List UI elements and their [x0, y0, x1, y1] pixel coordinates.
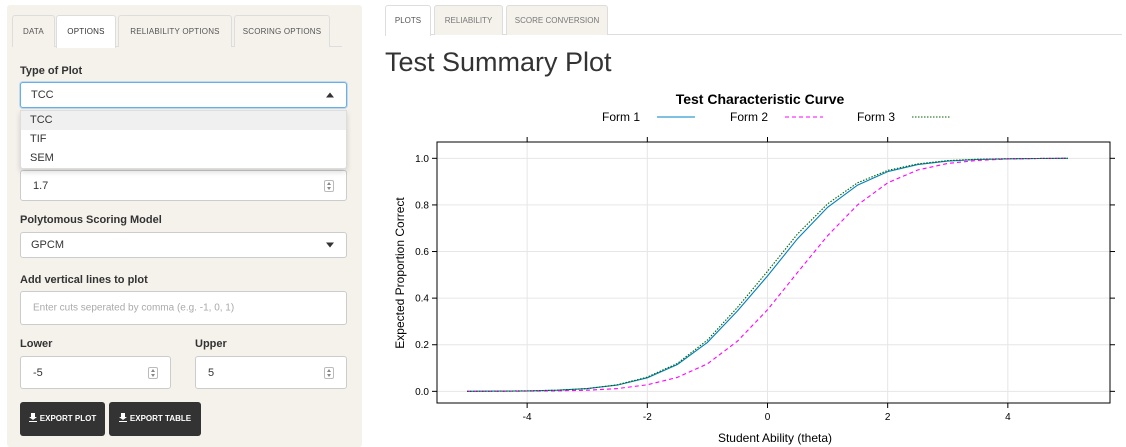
export-table-label: EXPORT TABLE [129, 414, 192, 423]
x-tick-label: 4 [1005, 412, 1011, 423]
poly-model-label: Polytomous Scoring Model [20, 214, 162, 226]
export-table-button[interactable]: EXPORT TABLE [109, 402, 201, 436]
sidebar-tabs: DATA OPTIONS RELIABILITY OPTIONS SCORING… [12, 15, 342, 48]
y-axis-label: Expected Proportion Correct [393, 197, 407, 349]
plot-area: -4 -2 0 2 4 0.0 0.2 0.4 0.6 0.8 1.0 [415, 137, 1115, 423]
plot-frame [436, 141, 1111, 404]
caret-down-icon [326, 242, 334, 248]
upper-label: Upper [195, 338, 227, 350]
y-tick-label: 0.0 [415, 387, 429, 398]
tab-reliability[interactable]: RELIABILITY [434, 5, 503, 35]
x-tick-label: 2 [885, 412, 891, 423]
chart-legend: Form 1 Form 2 Form 3 [602, 110, 950, 124]
download-icon [118, 413, 127, 422]
vertical-lines-label: Add vertical lines to plot [20, 274, 148, 286]
series-line-3 [466, 157, 1068, 392]
option-tif[interactable]: TIF [30, 133, 47, 145]
tcc-chart: Test Characteristic Curve Form 1 Form 2 Fo… [393, 91, 1115, 445]
legend-label-3: Form 3 [857, 110, 895, 124]
tab-plots[interactable]: PLOTS [385, 5, 431, 36]
upper-value: 5 [208, 366, 215, 379]
series-line-2 [467, 157, 1068, 392]
lower-label: Lower [20, 338, 53, 350]
tab-score-conversion[interactable]: SCORE CONVERSION [506, 5, 608, 35]
export-plot-label: EXPORT PLOT [39, 414, 97, 423]
x-axis-label: Student Ability (theta) [718, 431, 832, 445]
y-tick-label: 0.6 [415, 247, 429, 258]
option-sem[interactable]: SEM [30, 152, 54, 164]
vertical-lines-input[interactable]: Enter cuts seperated by comma (e.g. -1, … [20, 291, 347, 325]
lower-input[interactable]: -5 [20, 356, 171, 389]
y-tick-label: 0.4 [415, 294, 429, 305]
scaling-constant-input[interactable]: 1.7 [20, 170, 347, 201]
type-of-plot-dropdown: TCC TIF SEM [20, 110, 347, 169]
x-tick-label: 0 [765, 412, 771, 423]
tab-options[interactable]: OPTIONS [56, 15, 116, 48]
option-tcc[interactable]: TCC [21, 111, 346, 130]
chart-title: Test Characteristic Curve [676, 91, 845, 107]
download-icon [28, 413, 37, 422]
poly-model-select[interactable]: GPCM [20, 232, 347, 258]
main-tabs: PLOTS RELIABILITY SCORE CONVERSION [385, 5, 1122, 36]
number-spinner-icon[interactable] [148, 366, 158, 379]
type-of-plot-value: TCC [31, 89, 54, 101]
poly-model-value: GPCM [31, 239, 64, 251]
x-tick-label: -4 [523, 412, 532, 423]
tab-data[interactable]: DATA [12, 15, 55, 47]
export-plot-button[interactable]: EXPORT PLOT [20, 402, 105, 436]
type-of-plot-select[interactable]: TCC [20, 82, 347, 108]
x-tick-label: -2 [643, 412, 652, 423]
caret-up-icon [326, 92, 334, 98]
legend-label-1: Form 1 [602, 110, 640, 124]
number-spinner-icon[interactable] [324, 366, 334, 379]
lower-value: -5 [33, 366, 43, 379]
tab-scoring-options[interactable]: SCORING OPTIONS [234, 15, 330, 47]
page-title: Test Summary Plot [385, 47, 612, 77]
y-tick-label: 0.2 [415, 340, 429, 351]
upper-input[interactable]: 5 [195, 356, 347, 389]
vertical-lines-placeholder: Enter cuts seperated by comma (e.g. -1, … [33, 302, 235, 314]
type-of-plot-label: Type of Plot [20, 65, 83, 77]
scaling-constant-value: 1.7 [33, 179, 49, 192]
y-tick-label: 0.8 [415, 200, 429, 211]
tab-reliability-options[interactable]: RELIABILITY OPTIONS [118, 15, 232, 47]
y-tick-label: 1.0 [415, 154, 429, 165]
legend-label-2: Form 2 [730, 110, 768, 124]
number-spinner-icon[interactable] [324, 179, 334, 192]
